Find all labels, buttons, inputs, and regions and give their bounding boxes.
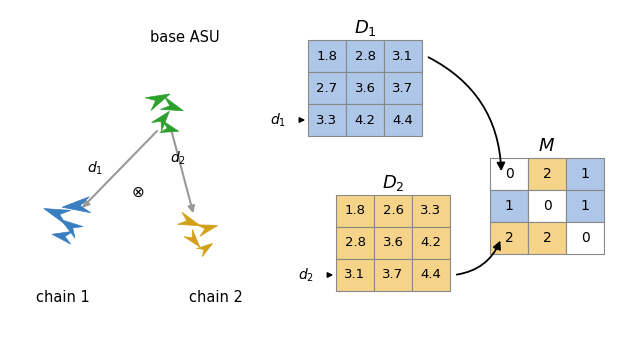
Text: 4.4: 4.4 <box>393 114 413 126</box>
Bar <box>490 158 528 190</box>
Bar <box>336 227 374 259</box>
Bar <box>384 104 422 136</box>
Text: 3.3: 3.3 <box>421 204 441 217</box>
Text: $\otimes$: $\otimes$ <box>131 185 145 199</box>
Text: 2: 2 <box>505 231 513 245</box>
Text: 1: 1 <box>580 167 590 181</box>
Text: 3.6: 3.6 <box>382 237 404 249</box>
Bar <box>346 104 384 136</box>
Bar <box>374 259 412 291</box>
Text: $D_2$: $D_2$ <box>382 173 404 193</box>
Text: $d_1$: $d_1$ <box>87 159 103 177</box>
Text: base ASU: base ASU <box>150 30 220 45</box>
Text: $d_2$: $d_2$ <box>170 149 186 167</box>
Text: 2.6: 2.6 <box>382 204 404 217</box>
Text: 3.1: 3.1 <box>344 268 366 282</box>
Polygon shape <box>197 243 213 257</box>
Polygon shape <box>62 197 91 213</box>
Polygon shape <box>184 230 200 247</box>
Text: 2.7: 2.7 <box>316 81 337 95</box>
Bar <box>374 227 412 259</box>
Text: 2: 2 <box>543 167 552 181</box>
Text: 3.7: 3.7 <box>382 268 404 282</box>
Bar <box>412 227 450 259</box>
Text: 4.4: 4.4 <box>421 268 441 282</box>
Bar <box>490 222 528 254</box>
Polygon shape <box>177 212 200 226</box>
Text: 1.8: 1.8 <box>317 49 337 63</box>
Bar <box>346 40 384 72</box>
Bar <box>566 222 604 254</box>
Polygon shape <box>145 94 170 111</box>
Polygon shape <box>151 111 170 131</box>
Bar <box>374 195 412 227</box>
Polygon shape <box>44 209 71 224</box>
Text: 1: 1 <box>505 199 513 213</box>
Text: 1: 1 <box>580 199 590 213</box>
Text: chain 2: chain 2 <box>189 290 243 306</box>
Text: $D_1$: $D_1$ <box>354 18 376 38</box>
Bar <box>566 190 604 222</box>
Polygon shape <box>52 231 73 244</box>
Text: 3.1: 3.1 <box>393 49 414 63</box>
Bar <box>566 158 604 190</box>
Text: $d_1$: $d_1$ <box>270 111 286 129</box>
Bar <box>528 222 566 254</box>
Bar <box>308 104 346 136</box>
Bar <box>528 158 566 190</box>
Text: 4.2: 4.2 <box>354 114 376 126</box>
Text: 2.8: 2.8 <box>344 237 366 249</box>
Bar <box>336 195 374 227</box>
Bar <box>346 72 384 104</box>
Text: 2.8: 2.8 <box>354 49 376 63</box>
Bar <box>528 190 566 222</box>
Bar <box>336 259 374 291</box>
Bar <box>412 259 450 291</box>
Text: chain 1: chain 1 <box>36 290 90 306</box>
Bar <box>308 72 346 104</box>
Text: 1.8: 1.8 <box>344 204 366 217</box>
Text: $M$: $M$ <box>538 137 555 155</box>
Polygon shape <box>160 97 183 111</box>
Text: 0: 0 <box>581 231 589 245</box>
Text: 3.7: 3.7 <box>393 81 414 95</box>
Text: 2: 2 <box>543 231 552 245</box>
Text: 4.2: 4.2 <box>421 237 441 249</box>
Bar <box>490 190 528 222</box>
Polygon shape <box>61 220 83 238</box>
Text: 3.3: 3.3 <box>316 114 337 126</box>
Bar <box>384 40 422 72</box>
Polygon shape <box>160 121 178 132</box>
Bar <box>308 40 346 72</box>
Text: 3.6: 3.6 <box>354 81 376 95</box>
Polygon shape <box>197 225 218 236</box>
Text: $d_2$: $d_2$ <box>298 266 314 284</box>
Bar <box>384 72 422 104</box>
Bar <box>412 195 450 227</box>
Text: 0: 0 <box>543 199 552 213</box>
Text: 0: 0 <box>505 167 513 181</box>
